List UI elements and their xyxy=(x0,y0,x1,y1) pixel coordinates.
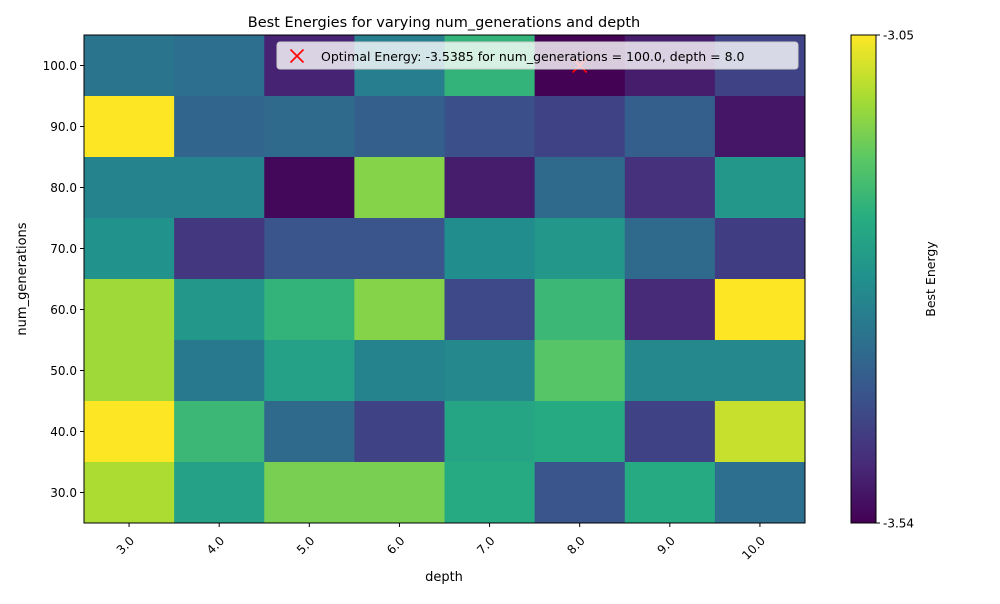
colorbar-label: Best Energy xyxy=(923,241,938,317)
y-tick-label: 90.0 xyxy=(50,120,77,134)
colorbar-tick-label: -3.05 xyxy=(883,29,914,43)
heatmap-cell xyxy=(174,35,265,97)
heatmap-cell xyxy=(444,279,536,341)
heatmap-cell xyxy=(534,157,626,219)
heatmap-cell xyxy=(264,462,355,524)
heatmap-cell xyxy=(84,96,175,158)
x-axis-label: depth xyxy=(425,570,463,585)
y-tick-label: 70.0 xyxy=(50,242,77,256)
x-tick-label: 9.0 xyxy=(655,534,678,557)
heatmap-cell xyxy=(624,279,716,341)
heatmap-cell xyxy=(534,462,626,524)
heatmap-cell xyxy=(534,279,626,341)
heatmap-cell xyxy=(354,340,445,402)
heatmap-cell xyxy=(174,96,265,158)
heatmap-cell xyxy=(444,157,536,219)
heatmap-cell xyxy=(174,218,265,280)
heatmap-cell xyxy=(624,218,716,280)
heatmap-cell xyxy=(174,401,265,463)
heatmap-cell xyxy=(714,462,806,524)
heatmap-cell xyxy=(84,340,175,402)
x-axis-ticks: 3.0 4.0 5.0 6.0 7.0 8.0 9.0 10.0 xyxy=(114,523,768,562)
heatmap-cell xyxy=(84,279,175,341)
heatmap-cell xyxy=(264,401,355,463)
x-tick-label: 5.0 xyxy=(294,534,317,557)
y-axis-ticks: 100.0 90.0 80.0 70.0 60.0 50.0 40.0 30.0 xyxy=(43,59,84,500)
y-axis-label: num_generations xyxy=(15,222,30,335)
heatmap-cell xyxy=(354,218,445,280)
heatmap-cell xyxy=(624,462,716,524)
heatmap-cell xyxy=(354,279,445,341)
heatmap-cell xyxy=(534,340,626,402)
heatmap-cell xyxy=(534,96,626,158)
heatmap-cell xyxy=(534,401,626,463)
y-tick-label: 100.0 xyxy=(43,59,77,73)
x-marker xyxy=(289,48,305,64)
legend: Optimal Energy: -3.5385 for num_generati… xyxy=(276,41,799,70)
heatmap-cell xyxy=(264,157,355,219)
heatmap-cell xyxy=(174,157,265,219)
heatmap-cell xyxy=(714,157,806,219)
heatmap-cell xyxy=(534,218,626,280)
heatmap-cell xyxy=(624,340,716,402)
heatmap-cell xyxy=(354,157,445,219)
heatmap-cell xyxy=(354,401,445,463)
heatmap-cell xyxy=(624,96,716,158)
legend-box xyxy=(276,41,799,70)
heatmap-cell xyxy=(444,401,536,463)
heatmap-cell xyxy=(84,401,175,463)
heatmap-cell xyxy=(714,96,806,158)
y-tick-label: 80.0 xyxy=(50,181,77,195)
heatmap-cell xyxy=(264,96,355,158)
heatmap-cell xyxy=(624,401,716,463)
heatmap-cell xyxy=(354,462,445,524)
x-tick-label: 6.0 xyxy=(384,534,407,557)
y-tick-label: 40.0 xyxy=(50,425,77,439)
heatmap-cell xyxy=(84,218,175,280)
y-tick-label: 50.0 xyxy=(50,364,77,378)
x-tick-label: 3.0 xyxy=(114,534,137,557)
y-tick-label: 30.0 xyxy=(50,486,77,500)
legend-label: Optimal Energy: -3.5385 for num_generati… xyxy=(321,49,744,64)
heatmap-cell xyxy=(84,462,175,524)
heatmap-cell xyxy=(714,279,806,341)
heatmap-cell xyxy=(264,218,355,280)
heatmap-cell xyxy=(714,401,806,463)
x-tick-label: 8.0 xyxy=(564,534,587,557)
heatmap-cell xyxy=(174,462,265,524)
x-tick-label: 10.0 xyxy=(739,534,768,563)
colorbar xyxy=(850,34,877,524)
heatmap-cells xyxy=(84,35,806,524)
colorbar-ticks: -3.05 -3.54 xyxy=(876,29,914,531)
heatmap-cell xyxy=(444,218,536,280)
heatmap-cell xyxy=(444,462,536,524)
heatmap-cell xyxy=(264,340,355,402)
heatmap-cell xyxy=(714,340,806,402)
legend-marker-icon xyxy=(289,48,305,64)
x-tick-label: 4.0 xyxy=(204,534,227,557)
x-tick-label: 7.0 xyxy=(474,534,497,557)
heatmap-cell xyxy=(174,340,265,402)
heatmap-cell xyxy=(84,35,175,97)
heatmap-cell xyxy=(624,157,716,219)
chart-title: Best Energies for varying num_generation… xyxy=(248,15,640,31)
heatmap-cell xyxy=(444,340,536,402)
heatmap-cell xyxy=(714,218,806,280)
heatmap-cell xyxy=(84,157,175,219)
plot-frame xyxy=(83,34,806,524)
y-tick-label: 60.0 xyxy=(50,303,77,317)
heatmap-cell xyxy=(264,279,355,341)
colorbar-tick-label: -3.54 xyxy=(883,517,914,531)
heatmap-cell xyxy=(354,96,445,158)
heatmap-cell xyxy=(174,279,265,341)
heatmap-cell xyxy=(444,96,536,158)
